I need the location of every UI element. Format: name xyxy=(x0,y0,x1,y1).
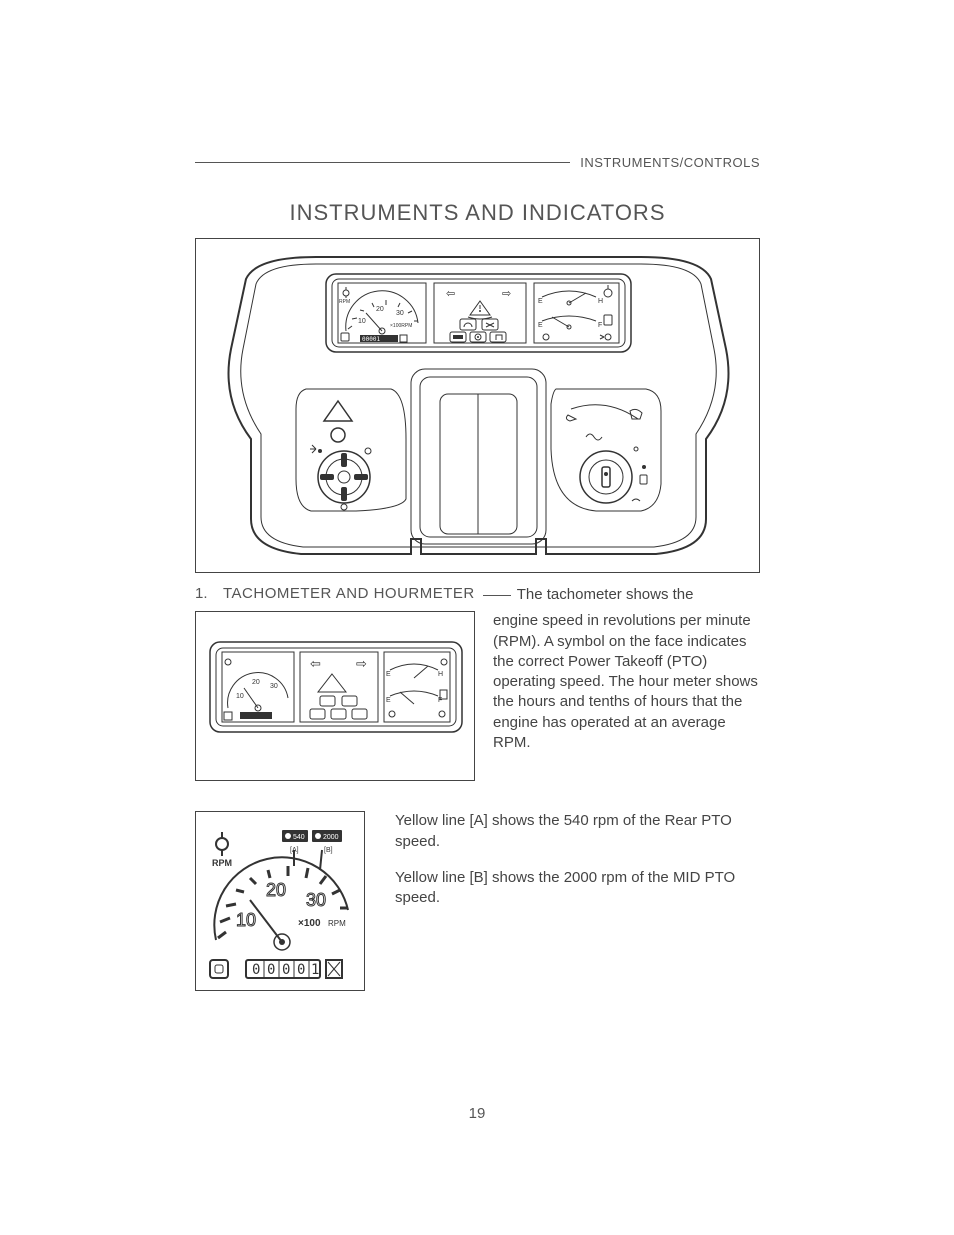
header-rule xyxy=(195,162,570,163)
svg-text:0: 0 xyxy=(252,962,260,978)
section-title: TACHOMETER AND HOURMETER xyxy=(223,585,475,602)
section-intro-first: The tachometer shows the xyxy=(517,585,760,605)
section-number: 1. xyxy=(195,585,223,602)
svg-text:20: 20 xyxy=(252,679,260,686)
svg-text:10: 10 xyxy=(236,693,244,700)
hourmeter: 0 0 0 0 1 xyxy=(252,961,319,978)
pto-b-value: 2000 xyxy=(323,834,339,841)
svg-text:RPM: RPM xyxy=(328,919,346,928)
svg-text:1: 1 xyxy=(311,962,319,978)
rpm-multiplier: ×100 xyxy=(298,918,321,929)
svg-text:0: 0 xyxy=(267,962,275,978)
dashboard-figure: 10 20 30 ×100RPM 00001 RPM xyxy=(195,238,760,573)
page-title: INSTRUMENTS AND INDICATORS xyxy=(195,200,760,226)
svg-text:⇦: ⇦ xyxy=(310,656,321,671)
note-a: Yellow line [A] shows the 540 rpm of the… xyxy=(395,811,760,852)
svg-text:E: E xyxy=(538,298,543,305)
svg-text:30: 30 xyxy=(270,683,278,690)
svg-text:10: 10 xyxy=(358,318,366,325)
svg-text:⇦: ⇦ xyxy=(446,288,455,300)
svg-text:F: F xyxy=(598,322,602,329)
section-1-heading: 1. TACHOMETER AND HOURMETER The tachomet… xyxy=(195,585,760,605)
svg-text:0: 0 xyxy=(282,962,290,978)
svg-text:20: 20 xyxy=(376,306,384,313)
header-section-label: INSTRUMENTS/CONTROLS xyxy=(580,155,760,170)
page-header: INSTRUMENTS/CONTROLS xyxy=(195,155,760,170)
page-number: 19 xyxy=(0,1105,954,1122)
svg-text:30: 30 xyxy=(396,310,404,317)
svg-text:⇨: ⇨ xyxy=(356,656,367,671)
svg-text:0: 0 xyxy=(297,962,305,978)
svg-text:⇨: ⇨ xyxy=(502,288,511,300)
svg-text:H: H xyxy=(438,671,443,678)
svg-text:RPM: RPM xyxy=(339,299,350,305)
rpm-label: RPM xyxy=(212,858,232,868)
svg-text:E: E xyxy=(386,671,391,678)
rpm-10: 10 xyxy=(236,910,256,930)
note-b: Yellow line [B] shows the 2000 rpm of th… xyxy=(395,868,760,909)
section-1-body: engine speed in revolutions per minute (… xyxy=(493,611,760,781)
svg-text:00001: 00001 xyxy=(362,336,380,343)
callout-b: [B] xyxy=(324,847,333,854)
section-dash xyxy=(483,595,511,596)
svg-text:E: E xyxy=(386,697,391,704)
tachometer-figure: RPM 540 2000 [A] [B] xyxy=(195,811,365,991)
svg-text:×100RPM: ×100RPM xyxy=(390,323,412,329)
svg-text:E: E xyxy=(538,322,543,329)
cluster-figure: 10 20 30 ⇦ ⇨ xyxy=(195,611,475,781)
rpm-30: 30 xyxy=(306,890,326,910)
svg-text:H: H xyxy=(598,298,603,305)
pto-a-value: 540 xyxy=(293,834,305,841)
rpm-20: 20 xyxy=(266,880,286,900)
